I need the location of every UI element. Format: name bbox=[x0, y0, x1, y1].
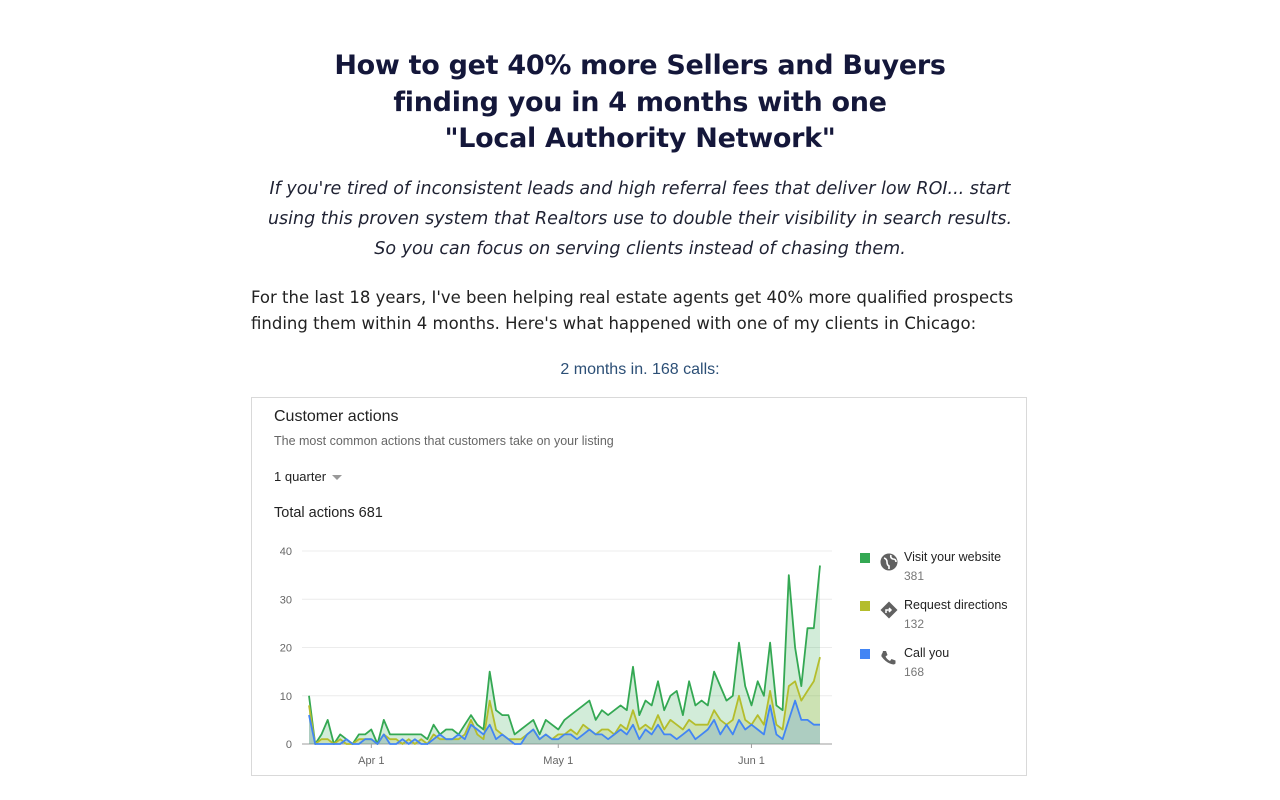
period-value: 1 quarter bbox=[274, 469, 327, 484]
legend-swatch bbox=[860, 601, 870, 611]
x-tick-label: Apr 1 bbox=[358, 755, 384, 767]
series-line bbox=[308, 699, 820, 745]
page-headline: How to get 40% more Sellers and Buyers f… bbox=[300, 48, 980, 158]
headline-line-3: "Local Authority Network" bbox=[444, 123, 836, 154]
legend-label: Call you bbox=[904, 646, 950, 660]
globe-icon bbox=[879, 552, 899, 572]
y-tick-label: 40 bbox=[280, 546, 292, 558]
dropdown-caret-icon bbox=[332, 475, 343, 481]
y-tick-label: 10 bbox=[280, 691, 292, 703]
legend-item: Call you 168 bbox=[860, 646, 1020, 694]
headline-line-1: How to get 40% more Sellers and Buyers bbox=[334, 50, 946, 81]
legend-item: Request directions 132 bbox=[860, 598, 1020, 646]
customer-actions-card: Customer actions The most common actions… bbox=[251, 397, 1027, 776]
x-tick-label: Jun 1 bbox=[738, 755, 765, 767]
subheadline: If you're tired of inconsistent leads an… bbox=[267, 179, 1013, 259]
legend-label: Visit your website bbox=[904, 550, 1002, 564]
y-tick-label: 30 bbox=[280, 594, 292, 606]
series-line bbox=[308, 565, 821, 745]
directions-icon bbox=[879, 600, 899, 620]
y-tick-label: 0 bbox=[286, 739, 292, 751]
legend-swatch bbox=[860, 649, 870, 659]
card-subtitle: The most common actions that customers t… bbox=[274, 434, 614, 448]
total-actions: Total actions 681 bbox=[274, 505, 383, 521]
legend-value: 381 bbox=[904, 569, 925, 583]
actions-chart: 0 10 20 30 40 Apr 1 May 1 Jun 1 bbox=[280, 546, 832, 767]
y-tick-label: 20 bbox=[280, 643, 292, 655]
intro-paragraph: For the last 18 years, I've been helping… bbox=[251, 288, 1014, 333]
x-tick-label: May 1 bbox=[543, 755, 573, 767]
chart-caption: 2 months in. 168 calls: bbox=[560, 361, 720, 378]
headline-line-2: finding you in 4 months with one bbox=[393, 86, 887, 118]
chart-legend: Visit your website 381 Request directions 1… bbox=[860, 550, 1020, 694]
period-dropdown[interactable]: 1 quarter bbox=[274, 469, 343, 484]
legend-value: 168 bbox=[904, 665, 925, 679]
phone-icon bbox=[879, 648, 899, 668]
legend-value: 132 bbox=[904, 617, 925, 631]
legend-swatch bbox=[860, 553, 870, 563]
legend-item: Visit your website 381 bbox=[860, 550, 1020, 598]
series-area bbox=[309, 565, 820, 744]
card-title: Customer actions bbox=[274, 408, 399, 425]
series-area bbox=[309, 657, 820, 744]
legend-label: Request directions bbox=[904, 598, 1008, 612]
